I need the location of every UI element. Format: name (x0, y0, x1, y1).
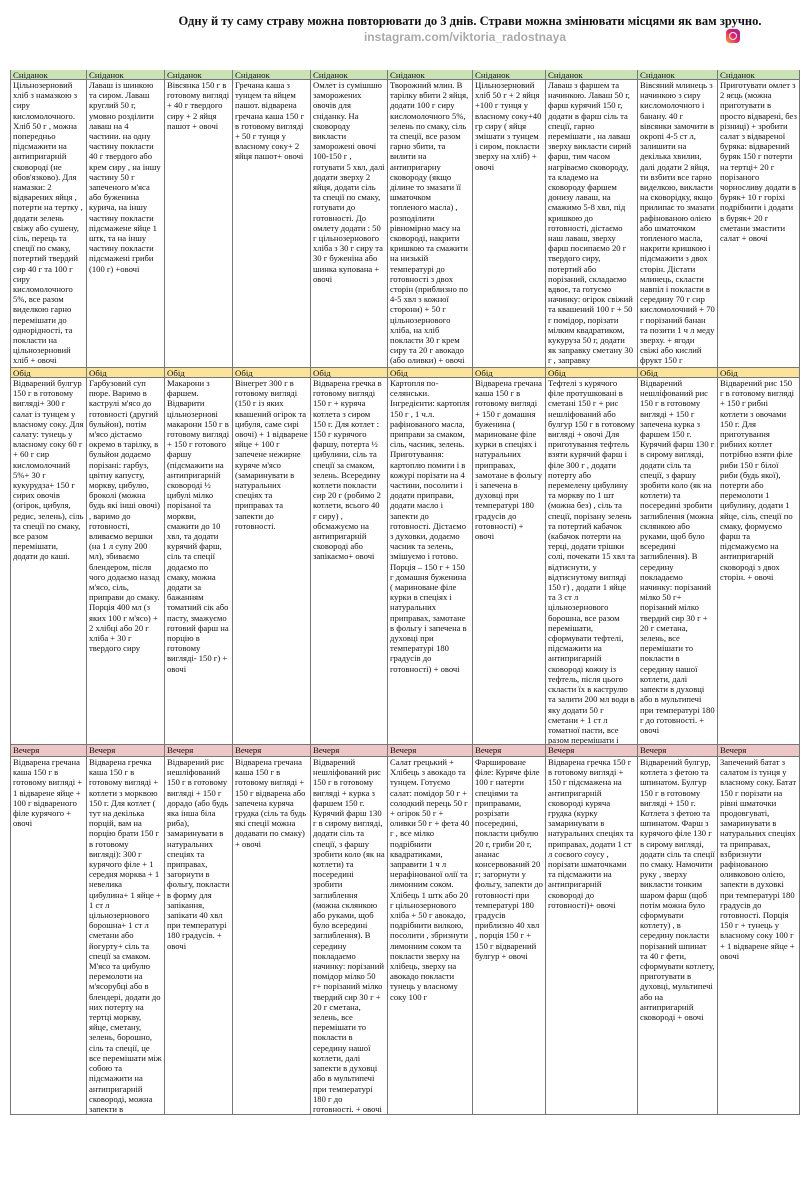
recipe-cell: Гарбузовий суп пюре. Варимо в каструлі м… (87, 378, 165, 745)
recipe-cell: Творожний млин. В тарілку вбити 2 яйця, … (388, 80, 473, 368)
recipe-cell: Лаваш з фаршем та начинкою. Лаваш 50 г, … (546, 80, 638, 368)
recipe-cell: Цільнозерновий хліб з намазкою з сиру ки… (10, 80, 87, 368)
column-header: Вечеря (718, 745, 800, 757)
recipe-cell: Запечений батат з салатом із тунця у вла… (718, 757, 800, 1115)
recipe-cell: Відварений булгур, котлета з фетою та шп… (638, 757, 718, 1115)
recipe-cell: Приготувати омлет з 2 яєць (можна пригот… (718, 80, 800, 368)
column-header: Вечеря (233, 745, 311, 757)
column-header: Обід (638, 368, 718, 378)
recipe-cell: Омлет із сумішшю заморожених овочів для … (311, 80, 388, 368)
column-header: Сніданок (388, 70, 473, 80)
recipe-cell: Макарони з фаршем. Відварити цільнозерно… (165, 378, 233, 745)
recipe-cell: Відварена гречана каша 150 г в готовому … (10, 757, 87, 1115)
column-header: Сніданок (638, 70, 718, 80)
column-header: Сніданок (311, 70, 388, 80)
column-header: Сніданок (473, 70, 546, 80)
column-header: Вечеря (473, 745, 546, 757)
recipe-cell: Тефтелі з курячого філе протушковані в с… (546, 378, 638, 745)
column-header: Сніданок (10, 70, 87, 80)
recipe-cell: Гречана каша з тунцем та яйцем пашот. ві… (233, 80, 311, 368)
column-header: Обід (473, 368, 546, 378)
column-header: Обід (546, 368, 638, 378)
column-header: Обід (311, 368, 388, 378)
recipe-cell: Відварена гречка в готовому вигляді 150 … (311, 378, 388, 745)
recipe-cell: Відварена гречка каша 150 г в готовому в… (87, 757, 165, 1115)
recipe-cell: Цільнозерновий хліб 50 г + 2 яйця +100 г… (473, 80, 546, 368)
instagram-icon (726, 29, 740, 43)
column-header: Вечеря (546, 745, 638, 757)
column-header: Вечеря (388, 745, 473, 757)
column-header: Обід (10, 368, 87, 378)
recipe-cell: Відварена гречана каша 150 г в готовому … (473, 378, 546, 745)
column-header: Обід (718, 368, 800, 378)
recipe-cell: Вівсяний млинець з начинкою з сиру кисло… (638, 80, 718, 368)
column-header: Сніданок (233, 70, 311, 80)
column-header: Вечеря (165, 745, 233, 757)
recipe-cell: Вівсянка 150 г в готовому вигляді + 40 г… (165, 80, 233, 368)
recipe-cell: Вінегрет 300 г в готовому вигляді (150 г… (233, 378, 311, 745)
column-header: Сніданок (718, 70, 800, 80)
column-header: Вечеря (638, 745, 718, 757)
recipe-cell: Картопля по-селянськи. Інгредієнти: карт… (388, 378, 473, 745)
title: Одну й ту саму страву можна повторювати … (178, 14, 762, 28)
recipe-cell: Відварений рис нешліфований 150 г в гото… (165, 757, 233, 1115)
recipe-cell: Відварена гречана каша 150 г в готовому … (233, 757, 311, 1115)
column-header: Обід (165, 368, 233, 378)
recipe-cell: Відварений нешліфований рис 150 г в гото… (311, 757, 388, 1115)
recipe-cell: Лаваш із шинкою та сиром. Лаваш круглий … (87, 80, 165, 368)
column-header: Обід (87, 368, 165, 378)
recipe-cell: Відварений рис 150 г в готовому вигляді … (718, 378, 800, 745)
column-header: Вечеря (10, 745, 87, 757)
column-header: Сніданок (546, 70, 638, 80)
recipe-cell: Фаршироване філе: Куряче філе 100 г нате… (473, 757, 546, 1115)
column-header: Сніданок (165, 70, 233, 80)
recipe-cell: Відварений нешліфований рис 150 г в гото… (638, 378, 718, 745)
column-header: Обід (388, 368, 473, 378)
recipe-cell: Відварений булгур 150 г в готовому вигля… (10, 378, 87, 745)
column-header: Вечеря (87, 745, 165, 757)
recipe-cell: Відварена гречка 150 г в готовому вигляд… (546, 757, 638, 1115)
subtitle: instagram.com/viktoria_radostnaya (363, 30, 567, 44)
column-header: Сніданок (87, 70, 165, 80)
recipe-cell: Салат грецький + Хлібець з авокадо та ту… (388, 757, 473, 1115)
column-header: Обід (233, 368, 311, 378)
column-header: Вечеря (311, 745, 388, 757)
